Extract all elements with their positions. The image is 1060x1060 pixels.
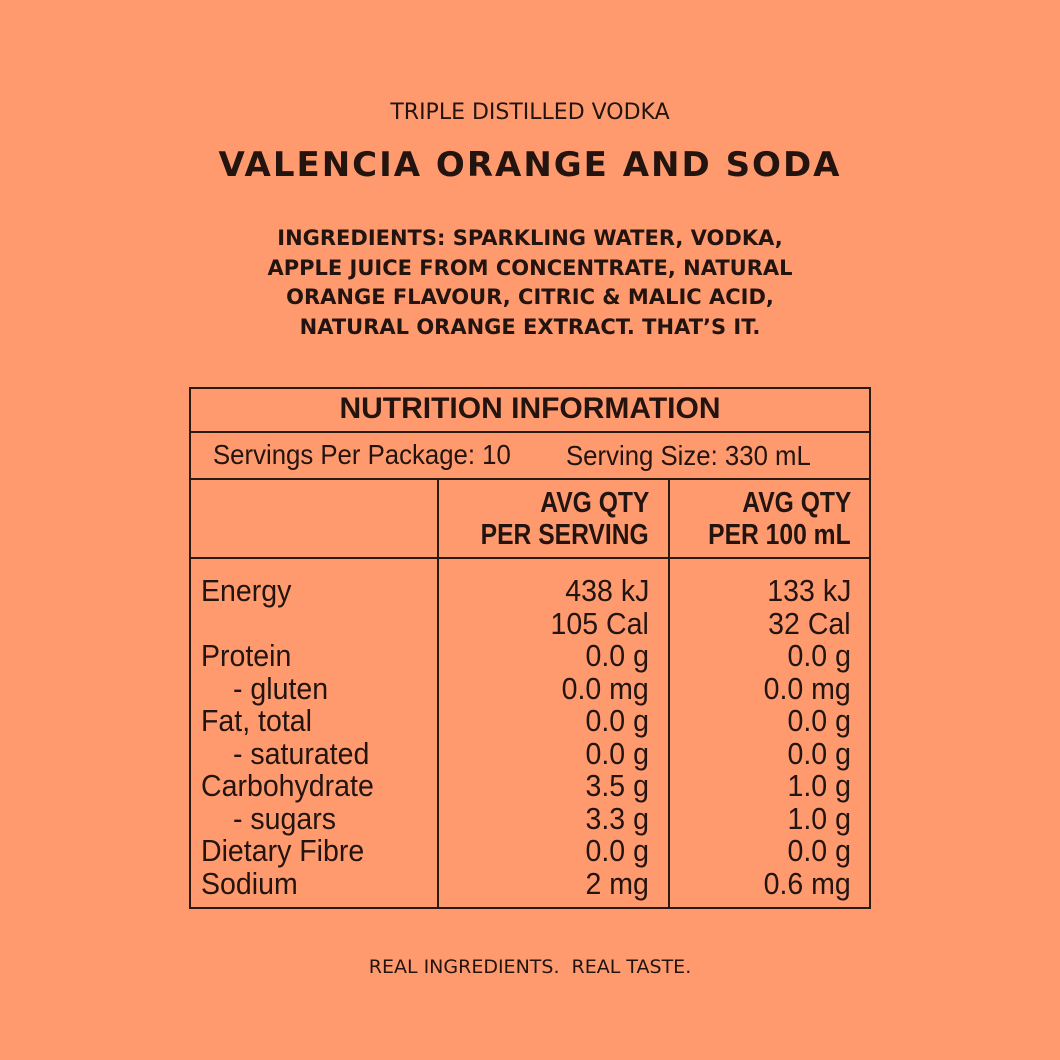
ingredients-line: INGREDIENTS: SPARKLING WATER, VODKA, [277, 226, 783, 250]
servings: Servings Per Package: 10 [213, 439, 511, 470]
rule [437, 478, 439, 907]
footer: REAL INGREDIENTS. REAL TASTE. [368, 956, 692, 978]
nutrient-name: Dietary Fibre [201, 833, 365, 868]
rule [191, 478, 869, 480]
nutrient-name: Energy [201, 573, 292, 608]
nutrient-value: 0.0 g [585, 703, 649, 738]
nutrient-value: 0.0 g [787, 833, 851, 868]
nutrient-value: 3.3 g [585, 800, 649, 836]
column-header: AVG QTY [741, 487, 851, 519]
nutrient-value: 3.5 g [585, 768, 649, 803]
subtitle: TRIPLE DISTILLED VODKA [390, 100, 670, 125]
nutrient-name: - gluten [233, 670, 329, 706]
ingredients-line: ORANGE FLAVOUR, CITRIC & MALIC ACID, [286, 285, 774, 309]
nutrient-value: 0.6 mg [763, 865, 851, 901]
nutrient-name: - saturated [233, 735, 370, 771]
nutrient-value: 0.0 g [787, 638, 851, 673]
nutrient-value: 438 kJ [564, 573, 649, 608]
ingredients-line: NATURAL ORANGE EXTRACT. THAT’S IT. [299, 314, 761, 339]
serving-size: Serving Size: 330 mL [566, 440, 811, 471]
nutrient-name: Fat, total [201, 703, 312, 738]
ingredients-line: APPLE JUICE FROM CONCENTRATE, NATURAL [267, 255, 793, 280]
title: VALENCIA ORANGE AND SODA [218, 145, 842, 185]
column-header: AVG QTY [539, 487, 649, 519]
rule [191, 431, 869, 433]
nutrient-value: 1.0 g [787, 800, 851, 836]
nutrient-value: 0.0 mg [763, 670, 851, 706]
nutrient-value: 0.0 g [787, 735, 851, 771]
nutrient-value: 0.0 mg [561, 670, 649, 706]
nutrient-value: 32 Cal [768, 605, 851, 641]
nutrient-name: - sugars [233, 800, 337, 836]
nutrient-value: 133 kJ [766, 573, 851, 608]
nutrient-value: 1.0 g [787, 768, 851, 803]
nutrient-name: Sodium [201, 865, 298, 901]
nutrition-table: NUTRITION INFORMATION Servings Per Packa… [189, 387, 871, 909]
nutrient-value: 0.0 g [585, 735, 649, 771]
rule [668, 478, 670, 907]
nutrient-value: 0.0 g [585, 833, 649, 868]
nutrient-name: Carbohydrate [201, 768, 374, 803]
table-title: NUTRITION INFORMATION [339, 392, 721, 425]
rule [191, 557, 869, 559]
nutrient-value: 105 Cal [550, 605, 649, 641]
nutrient-value: 0.0 g [787, 703, 851, 738]
nutrient-value: 0.0 g [585, 638, 649, 673]
column-header: PER SERVING [480, 519, 649, 551]
nutrient-value: 2 mg [585, 865, 649, 901]
column-header: PER 100 mL [708, 519, 851, 551]
nutrient-name: Protein [201, 638, 292, 673]
